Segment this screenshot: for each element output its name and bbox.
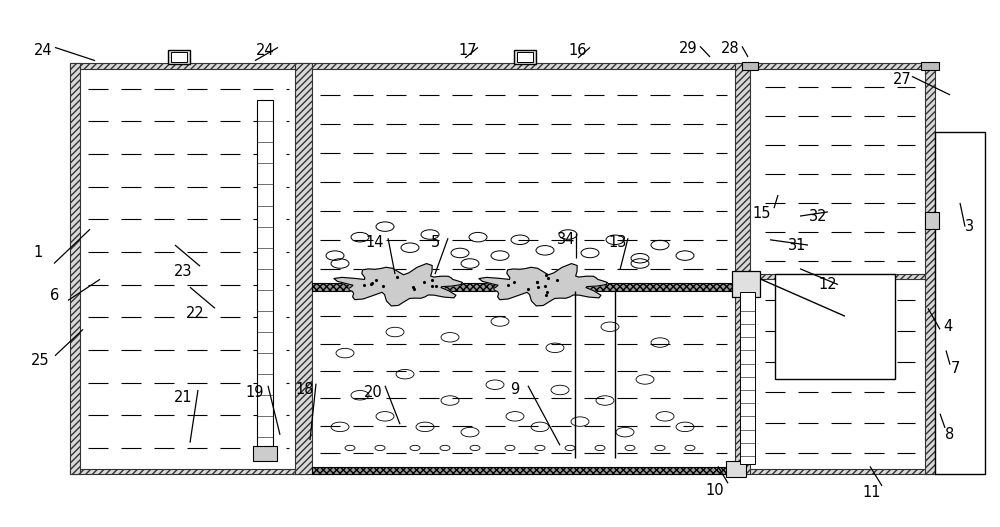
Text: 19: 19: [246, 385, 264, 400]
Bar: [740, 292, 755, 464]
Text: 23: 23: [174, 264, 192, 279]
Bar: [295, 63, 312, 474]
Text: 28: 28: [721, 41, 739, 56]
Bar: [921, 62, 939, 70]
Text: 1: 1: [33, 246, 43, 260]
Bar: [732, 271, 760, 297]
Text: 7: 7: [950, 362, 960, 376]
Bar: [514, 50, 536, 64]
Bar: [745, 63, 935, 69]
Text: 12: 12: [819, 277, 837, 292]
Text: 29: 29: [679, 41, 697, 56]
Text: 8: 8: [945, 427, 955, 442]
Text: 4: 4: [943, 319, 953, 334]
Text: 9: 9: [510, 383, 520, 397]
Text: 24: 24: [256, 43, 274, 57]
Bar: [925, 63, 935, 474]
Text: 13: 13: [609, 235, 627, 250]
Bar: [253, 446, 277, 461]
Text: 22: 22: [186, 306, 204, 321]
Bar: [70, 63, 745, 69]
Bar: [516, 52, 532, 62]
Text: 14: 14: [366, 235, 384, 250]
Text: 24: 24: [34, 43, 52, 57]
Bar: [735, 63, 750, 474]
Text: 11: 11: [863, 485, 881, 500]
Text: 27: 27: [893, 72, 911, 86]
Bar: [742, 62, 758, 70]
Text: 15: 15: [753, 206, 771, 221]
Bar: [745, 274, 935, 279]
Text: 21: 21: [174, 391, 192, 405]
Bar: [935, 132, 985, 474]
Text: 18: 18: [296, 383, 314, 397]
Bar: [70, 63, 80, 474]
Bar: [775, 274, 895, 379]
Bar: [312, 467, 735, 474]
Bar: [70, 469, 935, 474]
Text: 10: 10: [706, 483, 724, 497]
Bar: [726, 461, 746, 477]
Bar: [170, 52, 186, 62]
Text: 34: 34: [557, 232, 575, 247]
Text: 3: 3: [965, 219, 975, 234]
Polygon shape: [479, 264, 607, 306]
Text: 32: 32: [809, 209, 827, 223]
Text: 6: 6: [50, 288, 60, 302]
Text: 20: 20: [364, 385, 382, 400]
Bar: [925, 212, 939, 229]
Text: 31: 31: [788, 238, 806, 252]
Text: 5: 5: [430, 235, 440, 250]
Text: 16: 16: [569, 43, 587, 57]
Bar: [257, 100, 273, 458]
Polygon shape: [334, 264, 462, 306]
Text: 25: 25: [31, 354, 49, 368]
Text: 17: 17: [459, 43, 477, 57]
Bar: [312, 283, 735, 291]
Bar: [168, 50, 190, 64]
